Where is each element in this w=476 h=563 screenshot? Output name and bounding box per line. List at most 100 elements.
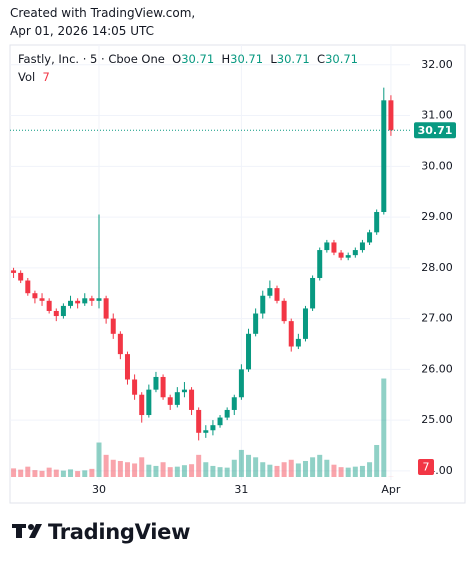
candle-body [82,298,88,304]
volume-bar [310,457,316,477]
legend: Fastly, Inc. · 5 · Cboe One O30.71 H30.7… [18,52,358,84]
y-tick-label: 26.00 [421,362,453,375]
volume-bar [295,463,301,477]
candle-body [60,305,66,317]
candle-body [18,272,24,281]
symbol-title: Fastly, Inc. · 5 · Cboe One [18,52,165,66]
volume-bar [153,465,159,477]
candle-body [124,354,130,380]
candle-body [217,417,223,426]
x-tick-label: 30 [92,483,106,496]
volume-bar [302,460,308,477]
candle-body [89,298,95,301]
volume-bar [11,468,17,477]
y-tick-label: 31.00 [421,109,453,122]
volume-bar [352,466,358,477]
vol-label: Vol [18,70,36,84]
volume-bar [132,463,138,477]
ohlc-o-value: 30.71 [181,52,215,66]
volume-bar [75,471,81,477]
candle-body [103,298,109,319]
candle-body [238,369,244,398]
volume-bar [253,457,259,477]
candle-body [32,293,38,299]
candle-body [295,338,301,347]
volume-bar [359,465,365,477]
candle-body [374,211,380,233]
volume-bar [53,469,59,477]
candle-body [153,376,159,390]
candle-body [160,376,166,398]
y-tick-label: 32.00 [421,58,453,71]
candle-body [189,389,195,410]
candle-body [203,430,209,433]
volume-bar [117,460,123,477]
y-tick-label: 28.00 [421,261,453,274]
volume-bar [288,459,294,477]
ohlc-c-value: 30.71 [325,52,359,66]
x-tick-label: Apr [381,483,401,496]
tv-logo-icon [12,524,42,538]
candle-body [174,392,180,405]
volume-bar [338,467,344,477]
volume-bar [146,464,152,477]
candle-body [68,300,74,306]
ohlc-l-value: 30.71 [276,52,310,66]
candle-body [46,300,52,311]
last-price-box [414,122,456,139]
chart-frame [9,44,466,504]
volume-bar [231,459,237,477]
y-tick-label: 30.00 [421,159,453,172]
candle-body [345,255,351,258]
vol-value: 7 [42,70,50,84]
volume-bar [189,464,195,477]
volume-bar [39,470,45,477]
ohlc-h-label: H [221,52,231,66]
candle-body [196,409,202,433]
candle-body [146,389,152,416]
volume-bar [124,462,130,477]
volume-bar [68,469,74,477]
volume-bar [139,457,145,477]
ohlc-c-label: C [317,52,326,66]
volume-bar [103,454,109,477]
candle-body [167,397,173,405]
volume-bar [367,462,373,477]
volume-bar [210,465,216,477]
candle-body [117,333,123,355]
candle-body [260,295,266,314]
candle-body [274,288,280,301]
candle-body [281,300,287,322]
candle-body [388,100,394,131]
volume-bar [110,459,116,477]
candle-body [317,250,323,278]
volume-bar [174,466,180,477]
x-tick-label: 31 [234,483,248,496]
volume-bar [203,462,209,477]
candle-body [324,242,330,251]
candle-body [224,409,230,418]
candle-body [359,242,365,251]
candle-body [210,425,216,431]
volume-bar [196,454,202,477]
candle-body [181,389,187,393]
volume-bar [238,449,244,477]
volume-bar [82,470,88,477]
ohlc-l-label: L [270,52,277,66]
candle-body [352,250,358,256]
volume-bar [274,465,280,477]
candle-body [96,298,102,301]
volume-bar [281,462,287,477]
volume-bar [89,468,95,477]
volume-bar [246,454,252,477]
y-tick-label: 29.00 [421,210,453,223]
volume-bar [167,467,173,477]
brand-logo: TradingView [48,520,191,544]
candle-body [53,310,59,317]
candle-body [310,277,316,309]
volume-bar [181,465,187,477]
volume-bar [217,467,223,477]
candle-body [267,288,273,296]
